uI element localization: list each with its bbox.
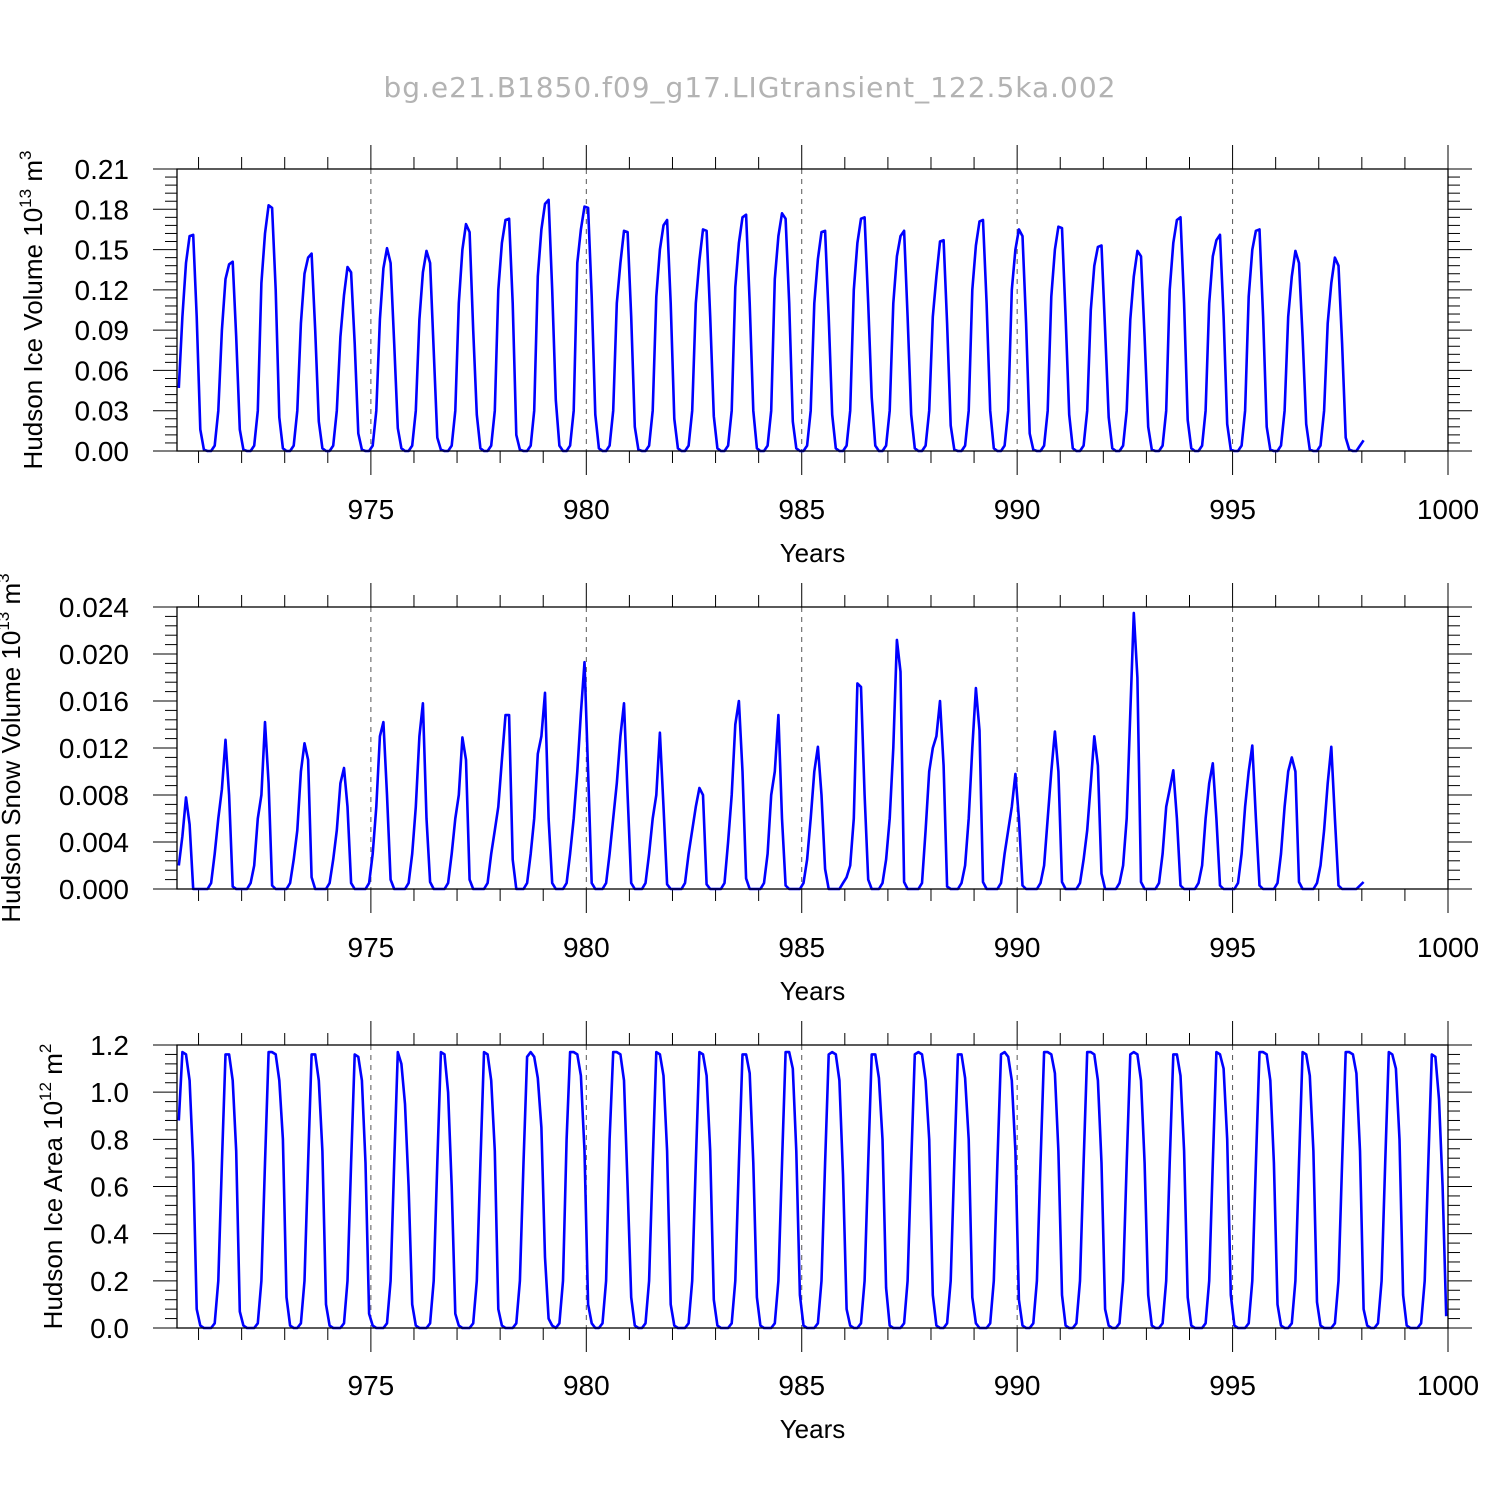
y-tick-label: 0.000 [59,874,129,905]
y-axis-label-unit-exponent: 3 [0,573,13,582]
y-tick-label: 0.09 [75,315,130,346]
y-axis-label: Hudson Snow Volume 1013 m3 [0,573,26,922]
x-tick-label: 975 [348,932,395,963]
y-tick-label: 0.03 [75,396,130,427]
x-tick-label: 980 [563,1370,610,1401]
y-tick-label: 1.0 [90,1077,129,1108]
x-tick-label: 1000 [1417,494,1479,525]
x-tick-label: 980 [563,932,610,963]
y-axis-label-exponent: 13 [16,189,35,208]
y-tick-label: 0.4 [90,1219,129,1250]
x-tick-label: 985 [778,494,825,525]
y-axis-label-unit: m [18,160,48,189]
plot-frame [176,168,1449,452]
y-tick-label: 0.012 [59,733,129,764]
y-tick-label: 0.06 [75,355,130,386]
y-tick-label: 0.008 [59,780,129,811]
x-tick-label: 995 [1209,494,1256,525]
x-tick-label: 985 [778,1370,825,1401]
y-tick-label: 0.18 [75,194,130,225]
y-axis-label-main: Hudson Snow Volume 10 [0,631,26,923]
x-tick-label: 975 [348,1370,395,1401]
series-line-2-1 [177,611,1365,891]
y-tick-label: 0.2 [90,1266,129,1297]
x-tick-label: 985 [778,932,825,963]
y-axis-label-exponent: 12 [36,1082,55,1101]
chart-panel-1: 0.00 0.03 0.06 0.09 0.12 0.15 0.18 0.21 975 980 98… [16,145,1479,568]
series-line-3-1 [177,1050,1448,1330]
x-tick-label: 1000 [1417,932,1479,963]
plot-frame [176,1044,1449,1329]
y-tick-label: 0.016 [59,686,129,717]
series-line-1-1 [177,198,1365,453]
y-tick-label: 0.00 [75,436,130,467]
y-axis-label: Hudson Ice Area 1012 m2 [36,1044,68,1330]
y-axis-label-unit-exponent: 3 [16,151,35,160]
x-tick-label: 990 [994,1370,1041,1401]
y-tick-label: 0.020 [59,639,129,670]
x-tick-label: 995 [1209,932,1256,963]
figure-title: bg.e21.B1850.f09_g17.LIGtransient_122.5k… [383,71,1116,104]
chart-panel-2: 0.000 0.004 0.008 0.012 0.016 0.020 0.024 975 98… [0,573,1479,1006]
x-tick-label: 990 [994,494,1041,525]
x-axis-label: Years [780,538,846,568]
y-tick-label: 1.2 [90,1030,129,1061]
y-tick-label: 0.004 [59,827,129,858]
y-tick-label: 0.6 [90,1172,129,1203]
y-axis-label-main: Hudson Ice Area 10 [38,1101,68,1329]
y-tick-label: 0.15 [75,235,130,266]
y-tick-label: 0.8 [90,1124,129,1155]
y-axis-label: Hudson Ice Volume 1013 m3 [16,151,48,470]
y-tick-label: 0.21 [75,154,130,185]
y-axis-label-unit: m [38,1053,68,1082]
chart-panel-3: 0.0 0.2 0.4 0.6 0.8 1.0 1.2 975 980 985 990 995 1000… [36,1021,1479,1444]
x-axis-label: Years [780,976,846,1006]
y-tick-label: 0.0 [90,1313,129,1344]
x-tick-label: 1000 [1417,1370,1479,1401]
y-tick-label: 0.024 [59,592,129,623]
y-tick-label: 0.12 [75,275,130,306]
y-axis-label-unit-exponent: 2 [36,1044,55,1053]
x-tick-label: 990 [994,932,1041,963]
x-axis-label: Years [780,1414,846,1444]
x-tick-label: 980 [563,494,610,525]
y-axis-label-exponent: 13 [0,612,13,631]
x-tick-label: 995 [1209,1370,1256,1401]
x-tick-label: 975 [348,494,395,525]
y-axis-label-unit: m [0,583,26,612]
y-axis-label-main: Hudson Ice Volume 10 [18,208,48,470]
plot-frame [176,606,1449,890]
